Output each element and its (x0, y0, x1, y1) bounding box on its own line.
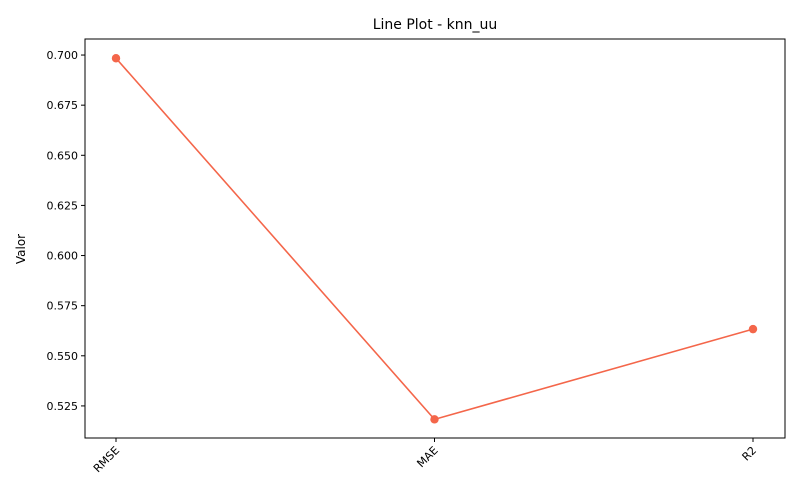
y-tick-label: 0.525 (47, 400, 79, 413)
y-tick-label: 0.675 (47, 99, 79, 112)
y-tick-label: 0.550 (47, 350, 79, 363)
y-tick-label: 0.625 (47, 199, 79, 212)
plot-area: 0.525 0.550 0.575 0.600 0.625 0.650 0.675 0.700… (47, 49, 760, 475)
y-tick-label: 0.650 (47, 149, 79, 162)
y-axis-label: Valor (14, 234, 28, 264)
y-tick-label: 0.575 (47, 300, 79, 313)
chart-title: Line Plot - knn_uu (373, 17, 498, 33)
data-point (430, 415, 439, 424)
data-point (748, 324, 758, 334)
data-point (111, 54, 121, 63)
y-tick-label: 0.700 (47, 49, 79, 62)
plot-frame (84, 38, 786, 439)
y-tick-label: 0.600 (47, 250, 79, 263)
